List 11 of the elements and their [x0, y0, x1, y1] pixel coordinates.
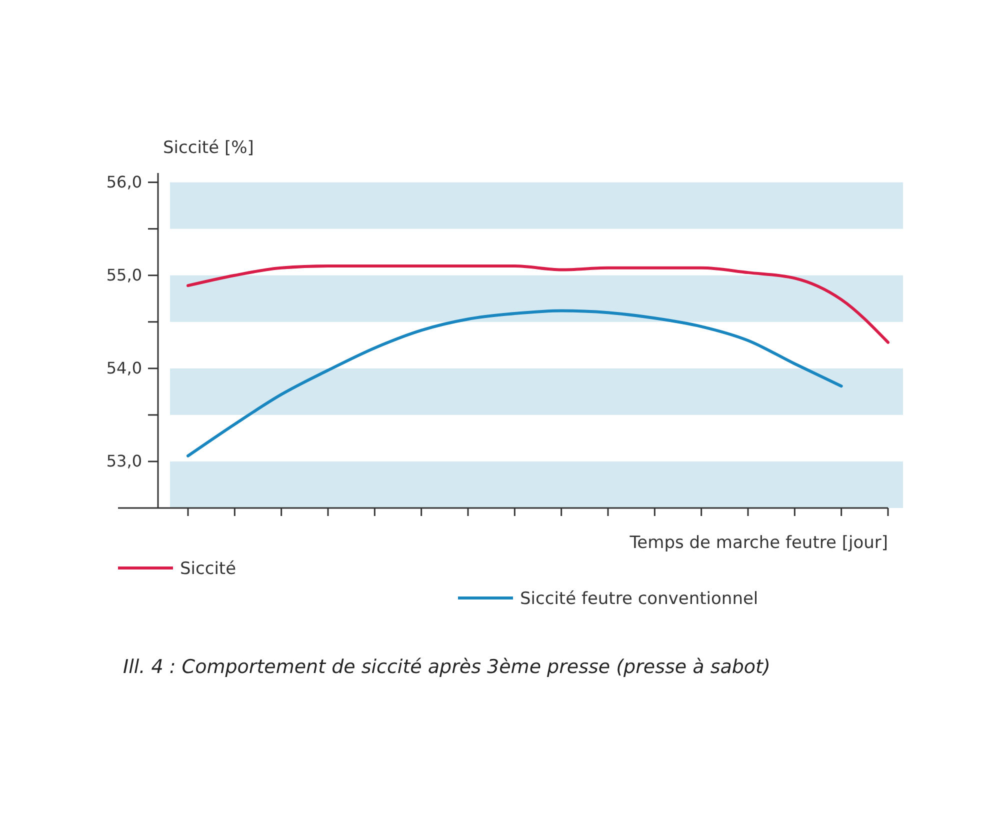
x-axis-title: Temps de marche feutre [jour] [628, 533, 888, 553]
line-series [186, 309, 843, 458]
text: Ill. 4 : Comportement de siccité après 3ème presse (presse à sabot) [123, 656, 770, 678]
legend-label: Siccité [180, 558, 236, 579]
y-tick-label: 56,0 [106, 172, 142, 192]
y-axis-title: Siccité [%] [163, 138, 254, 158]
line-series [186, 264, 890, 344]
y-tick-label: 54,0 [106, 358, 142, 378]
legend-label: Siccité feutre conventionnel [520, 588, 758, 609]
y-tick-label: 53,0 [106, 452, 142, 471]
y-tick-label: 55,0 [106, 265, 142, 284]
